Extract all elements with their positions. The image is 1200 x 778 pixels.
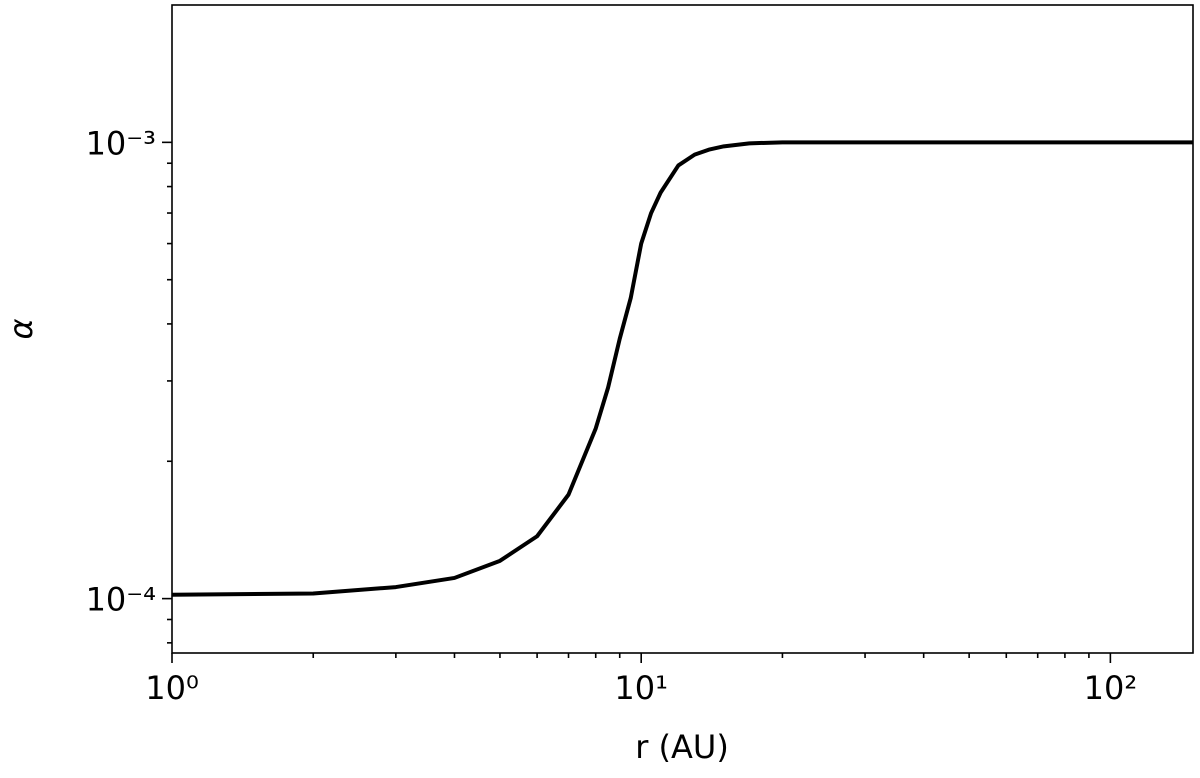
y-tick-label: 10⁻³	[86, 124, 156, 162]
x-axis-label: r (AU)	[635, 728, 729, 766]
line-series	[171, 140, 1193, 597]
y-axis-label: α	[2, 318, 40, 339]
x-tick-label: 10⁰	[145, 669, 199, 707]
y-tick-label: 10⁻⁴	[86, 581, 156, 619]
x-tick-label: 10¹	[614, 669, 668, 707]
x-tick-label: 10²	[1084, 669, 1138, 707]
plot-frame	[171, 4, 1194, 654]
